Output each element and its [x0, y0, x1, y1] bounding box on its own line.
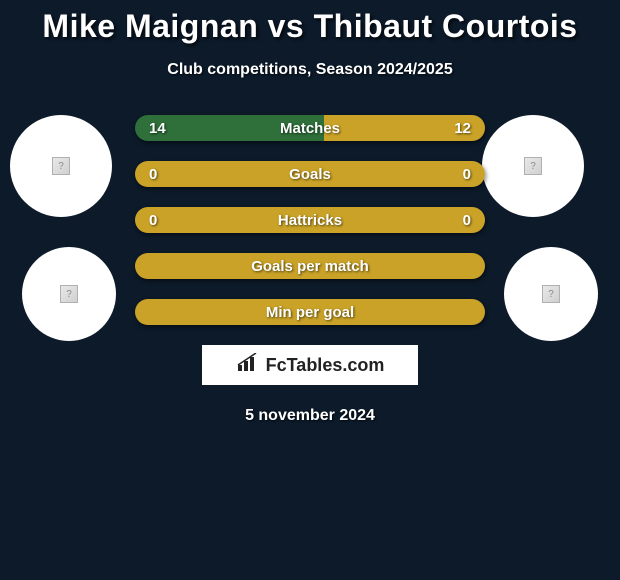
image-placeholder-icon: ? [60, 285, 78, 303]
stat-label: Goals [289, 166, 331, 183]
stat-row-goals-per-match: Goals per match [135, 253, 485, 279]
stat-right-value: 0 [463, 212, 471, 229]
player-left-avatar: ? [10, 115, 112, 217]
image-placeholder-icon: ? [542, 285, 560, 303]
comparison-title: Mike Maignan vs Thibaut Courtois [0, 0, 620, 45]
stats-bars: 14 Matches 12 0 Goals 0 0 Hattricks 0 Go… [135, 115, 485, 325]
club-left-avatar: ? [22, 247, 116, 341]
content-area: ? ? ? ? 14 Matches 12 0 Goals 0 0 Hattri… [0, 115, 620, 425]
stat-label: Hattricks [278, 212, 342, 229]
stat-right-value: 0 [463, 166, 471, 183]
stat-label: Min per goal [266, 304, 354, 321]
image-placeholder-icon: ? [52, 157, 70, 175]
club-right-avatar: ? [504, 247, 598, 341]
image-placeholder-icon: ? [524, 157, 542, 175]
player-right-avatar: ? [482, 115, 584, 217]
stat-left-value: 14 [149, 120, 166, 137]
stat-left-value: 0 [149, 166, 157, 183]
stat-row-min-per-goal: Min per goal [135, 299, 485, 325]
comparison-subtitle: Club competitions, Season 2024/2025 [0, 61, 620, 79]
bar-chart-icon [236, 353, 262, 378]
snapshot-date: 5 november 2024 [0, 407, 620, 425]
stat-row-goals: 0 Goals 0 [135, 161, 485, 187]
stat-left-value: 0 [149, 212, 157, 229]
source-logo-text: FcTables.com [266, 355, 385, 376]
stat-row-matches: 14 Matches 12 [135, 115, 485, 141]
stat-label: Goals per match [251, 258, 369, 275]
stat-row-hattricks: 0 Hattricks 0 [135, 207, 485, 233]
source-logo-badge: FcTables.com [202, 345, 418, 385]
stat-label: Matches [280, 120, 340, 137]
stat-right-value: 12 [454, 120, 471, 137]
